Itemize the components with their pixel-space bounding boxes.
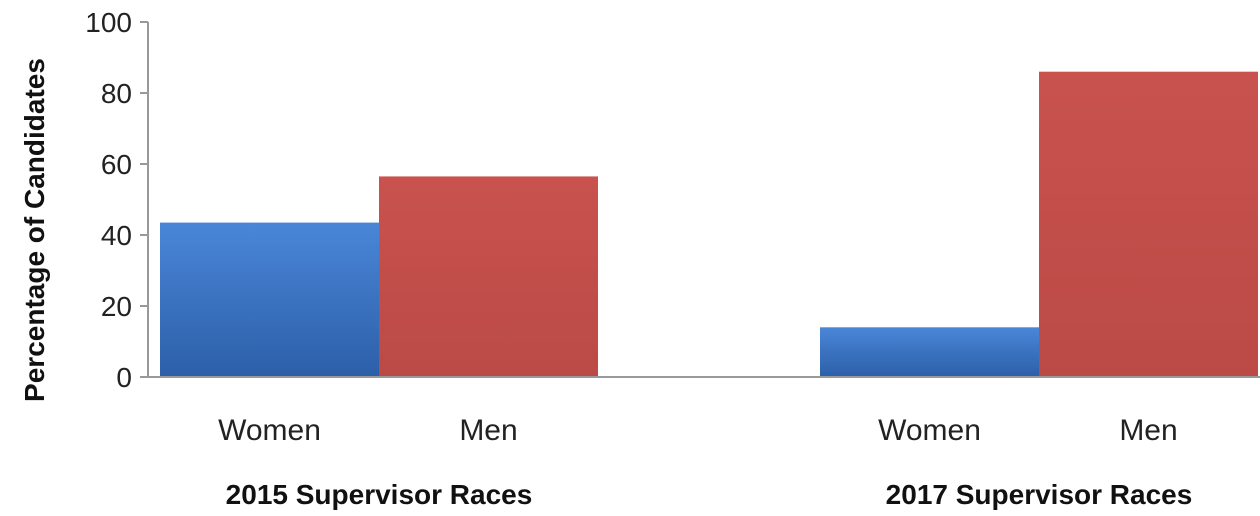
category-label: Men <box>459 414 517 447</box>
y-axis-ticks: 0 20 40 60 80 100 <box>85 7 148 393</box>
y-tick-label: 20 <box>101 291 132 322</box>
bar-2015-men <box>379 176 598 377</box>
y-tick-label: 80 <box>101 78 132 109</box>
bars <box>160 71 1258 377</box>
y-axis-label: Percentage of Candidates <box>19 58 50 402</box>
y-tick-label: 100 <box>85 7 132 38</box>
category-labels: Women Men Women Men <box>218 414 1178 447</box>
bar-2015-women <box>160 222 379 377</box>
group-label: 2015 Supervisor Races <box>226 479 533 510</box>
bar-2017-men <box>1039 71 1258 377</box>
y-tick-label: 0 <box>116 362 132 393</box>
category-label: Women <box>218 414 321 447</box>
category-label: Women <box>878 414 981 447</box>
y-tick-label: 60 <box>101 149 132 180</box>
category-label: Men <box>1119 414 1177 447</box>
y-tick-label: 40 <box>101 220 132 251</box>
group-label: 2017 Supervisor Races <box>886 479 1193 510</box>
group-labels: 2015 Supervisor Races 2017 Supervisor Rac… <box>226 479 1193 510</box>
bar-2017-women <box>820 327 1039 377</box>
